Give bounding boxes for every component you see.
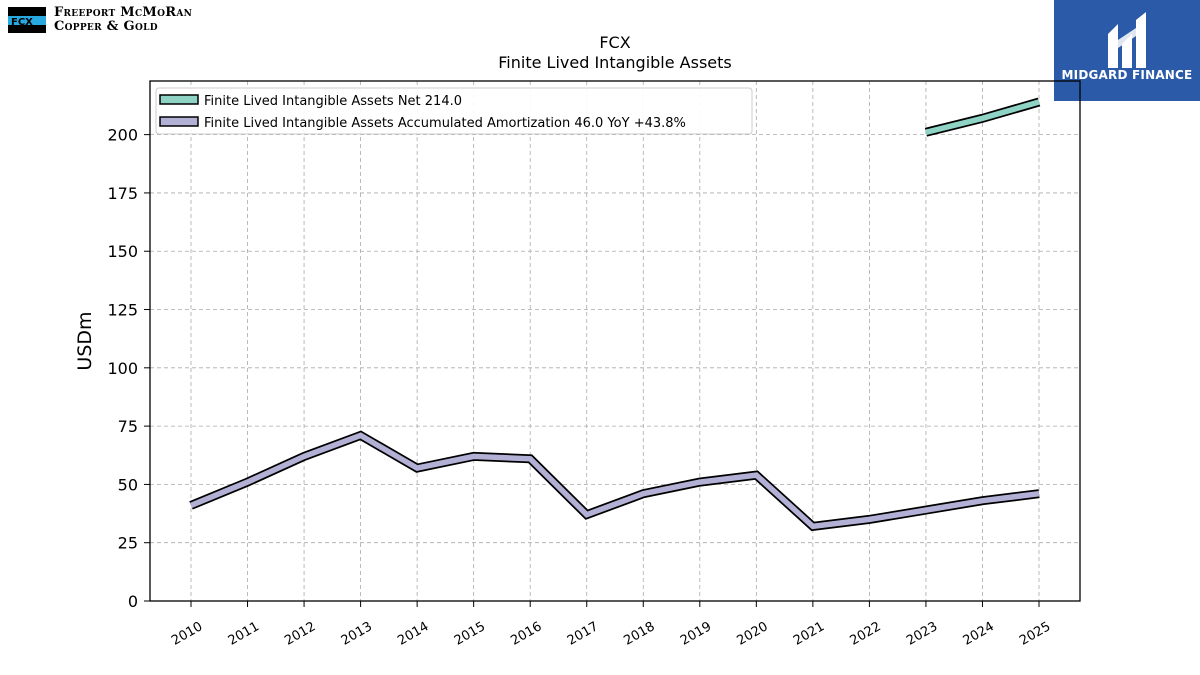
x-tick-label: 2015 xyxy=(452,619,488,649)
legend-box xyxy=(155,87,753,135)
x-tick-label: 2013 xyxy=(339,619,375,649)
y-tick-label: 200 xyxy=(107,126,138,145)
x-axis: 2010 2011 2012 2013 2014 2015 2016 2017 2018 2019… xyxy=(169,601,1053,649)
svg-text:FCX: FCX xyxy=(11,17,33,28)
y-tick-label: 100 xyxy=(107,359,138,378)
x-tick-label: 2023 xyxy=(904,619,940,649)
company-name: Freeport McMoRan Copper & Gold xyxy=(54,6,192,34)
publisher-name: MIDGARD FINANCE xyxy=(1061,68,1193,82)
x-tick-label: 2024 xyxy=(961,619,997,649)
company-name-line1: Freeport McMoRan xyxy=(54,5,193,20)
series-line-1 xyxy=(189,432,1040,530)
y-tick-label: 75 xyxy=(118,417,138,436)
x-tick-label: 2012 xyxy=(282,619,318,649)
x-tick-label: 2014 xyxy=(395,619,431,649)
x-tick-label: 2016 xyxy=(508,619,544,649)
y-tick-label: 0 xyxy=(128,592,138,611)
x-tick-label: 2017 xyxy=(565,619,601,649)
publisher-badge: MIDGARD FINANCE xyxy=(1054,0,1200,101)
y-axis-label: USDm xyxy=(74,311,96,370)
y-tick-label: 150 xyxy=(107,242,138,261)
midgard-logo-icon xyxy=(1108,12,1146,68)
company-name-line2: Copper & Gold xyxy=(54,19,158,34)
y-tick-label: 125 xyxy=(107,301,138,320)
fcx-logo-icon: FCX xyxy=(8,7,46,33)
y-tick-label: 50 xyxy=(118,475,138,494)
series-layer xyxy=(189,97,1041,532)
company-logo: FCX Freeport McMoRan Copper & Gold xyxy=(8,6,192,34)
plot-frame xyxy=(149,80,1081,602)
legend-swatch xyxy=(159,116,199,127)
chart-subtitle: Finite Lived Intangible Assets xyxy=(498,53,731,72)
x-tick-label: 2010 xyxy=(169,619,205,649)
legend-entry: Finite Lived Intangible Assets Accumulat… xyxy=(204,116,686,131)
y-tick-label: 25 xyxy=(118,534,138,553)
chart-title: FCX xyxy=(599,33,630,52)
x-tick-label: 2011 xyxy=(226,619,262,649)
x-tick-label: 2021 xyxy=(791,619,827,649)
legend-swatch xyxy=(159,94,199,105)
legend: Finite Lived Intangible Assets Net 214.0… xyxy=(155,87,753,135)
x-tick-label: 2025 xyxy=(1017,619,1053,649)
grid xyxy=(150,81,1080,602)
x-tick-label: 2022 xyxy=(848,619,884,649)
y-tick-label: 175 xyxy=(107,184,138,203)
x-tick-label: 2020 xyxy=(735,619,771,649)
x-tick-label: 2018 xyxy=(621,619,657,649)
y-axis: 0 25 50 75 100 125 150 175 200 xyxy=(107,126,150,611)
series-line-0 xyxy=(925,99,1040,135)
legend-entry: Finite Lived Intangible Assets Net 214.0 xyxy=(204,94,462,109)
x-tick-label: 2019 xyxy=(678,619,714,649)
